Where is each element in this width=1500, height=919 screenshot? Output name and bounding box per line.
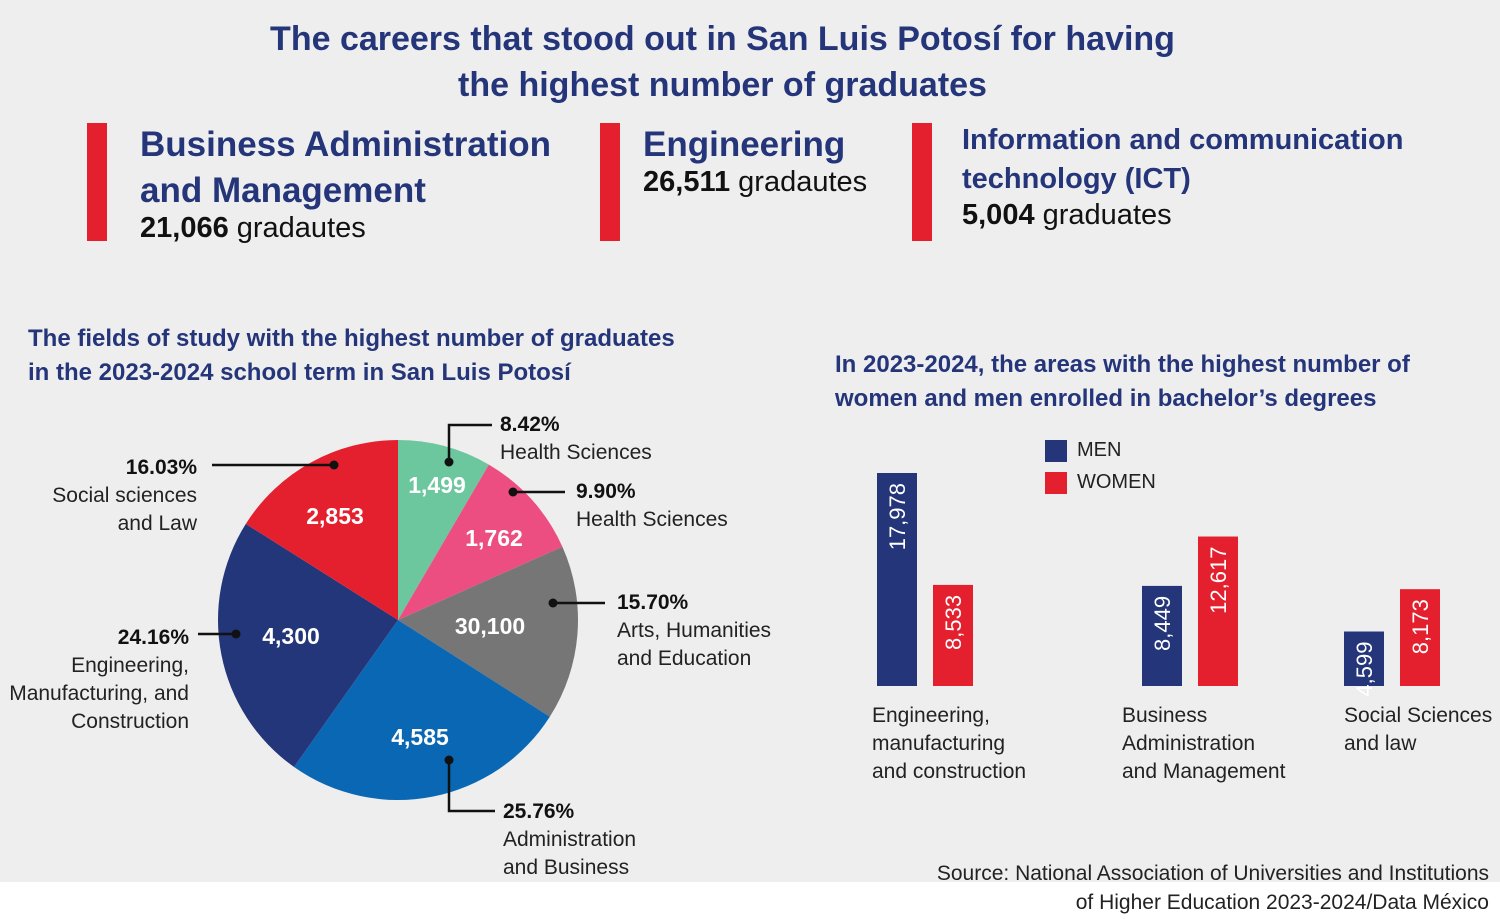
leader-dot [508, 487, 518, 497]
pie-slice-arts [398, 546, 578, 717]
career-accent-bar [600, 123, 620, 241]
pie-category-social-line1: Social sciences [52, 484, 197, 507]
pie-label-administration: 25.76% Administration and Business [503, 798, 636, 882]
pie-percent-arts: 15.70% [617, 591, 689, 614]
bar-value-business-men: 8,449 [1150, 596, 1175, 651]
bar-category-engineering-line1: Engineering, [872, 704, 990, 727]
pie-percent-social: 16.03% [125, 456, 197, 479]
legend-women-swatch [1045, 472, 1067, 494]
leader-dot [444, 755, 454, 765]
pie-label-social: 16.03% Social sciences and Law [0, 454, 197, 538]
bar-social-men [1344, 631, 1384, 686]
pie-title-line2: in the 2023-2024 school term in San Luis… [28, 359, 571, 386]
leader-dot [231, 629, 241, 639]
pie-slice-engineering [217, 523, 398, 767]
career-ict-name-line2: technology (ICT) [962, 163, 1191, 195]
pie-category-arts-line1: Arts, Humanities [617, 619, 772, 642]
bar-business-women [1198, 536, 1238, 686]
source-line2: of Higher Education 2023-2024/Data Méxic… [1075, 891, 1489, 914]
legend-women-label: WOMEN [1077, 471, 1156, 493]
bar-value-social-men: 4,599 [1352, 642, 1377, 697]
legend-men-label: MEN [1077, 439, 1122, 461]
bar-category-engineering: Engineering, manufacturing and construct… [872, 702, 1026, 786]
pie-slice-health-pink [398, 464, 563, 620]
pie-value-health-pink: 1,762 [465, 525, 523, 551]
infographic-canvas: The careers that stood out in San Luis P… [0, 0, 1500, 882]
leader-line-administration [447, 760, 495, 813]
bar-category-engineering-line3: and construction [872, 760, 1027, 783]
pie-slice-social [245, 440, 398, 620]
pie-label-health-green: 8.42% Health Sciences [500, 411, 652, 467]
bar-social-women [1400, 589, 1440, 686]
pie-chart: 1,499 1,762 30,100 4,585 4,300 2,853 [198, 423, 605, 813]
bar-engineering-women [933, 584, 973, 686]
pie-label-arts: 15.70% Arts, Humanities and Education [617, 589, 771, 673]
pie-slice-health-green [398, 440, 489, 620]
bar-value-social-women: 8,173 [1408, 599, 1433, 654]
pie-percent-health-green: 8.42% [500, 413, 560, 436]
pie-category-engineering-line2: Manufacturing, and [9, 682, 189, 705]
pie-percent-administration: 25.76% [503, 800, 575, 823]
career-engineering-name: Engineering [643, 125, 846, 164]
bar-title-line1: In 2023-2024, the areas with the highest… [835, 351, 1410, 378]
main-title-line2: the highest number of graduates [458, 66, 987, 104]
bar-business-men [1142, 585, 1182, 686]
career-business-count: 21,066 [140, 212, 229, 244]
pie-category-administration-line2: and Business [503, 856, 630, 879]
pie-value-engineering: 4,300 [262, 623, 320, 649]
source-note: Source: National Association of Universi… [937, 859, 1489, 917]
bar-value-business-women: 12,617 [1206, 547, 1231, 614]
pie-title-line1: The fields of study with the highest num… [28, 325, 675, 352]
pie-value-health-green: 1,499 [408, 472, 466, 498]
bar-category-business-line3: and Management [1122, 760, 1286, 783]
bar-value-engineering-men: 17,978 [885, 483, 910, 550]
pie-category-arts-line2: and Education [617, 647, 752, 670]
career-ict-count: 5,004 [962, 199, 1035, 231]
bar-engineering-men [877, 473, 917, 686]
pie-percent-health-pink: 9.90% [576, 480, 636, 503]
bar-value-engineering-women: 8,533 [941, 595, 966, 650]
pie-label-health-pink: 9.90% Health Sciences [576, 478, 728, 534]
bar-category-social: Social Sciences and law [1344, 702, 1492, 758]
bar-chart: 17,978 8,449 4,599 8,533 12,617 8,173 [877, 473, 1440, 697]
career-business-unit: gradautes [236, 212, 366, 244]
career-business-count-line: 21,066 gradautes [140, 212, 366, 245]
career-ict-unit: graduates [1042, 199, 1172, 231]
pie-value-administration: 4,585 [391, 724, 449, 750]
pie-value-arts: 30,100 [455, 613, 525, 639]
bar-category-business: Business Administration and Management [1122, 702, 1285, 786]
pie-category-engineering-line3: Construction [71, 710, 189, 733]
career-accent-bar [87, 123, 107, 241]
career-engineering-count: 26,511 [643, 166, 731, 198]
bar-category-social-line1: Social Sciences [1344, 704, 1493, 727]
bar-title-line2: women and men enrolled in bachelor’s deg… [835, 385, 1377, 412]
leader-dot [444, 457, 454, 467]
pie-category-administration-line1: Administration [503, 828, 637, 851]
career-accent-bar [912, 123, 932, 241]
pie-value-social: 2,853 [306, 503, 364, 529]
career-ict-name-line1: Information and communication [962, 124, 1404, 156]
bar-category-business-line2: Administration [1122, 732, 1256, 755]
career-ict-count-line: 5,004 graduates [962, 199, 1172, 232]
career-business-name-line1: Business Administration [140, 125, 551, 164]
pie-category-engineering-line1: Engineering, [71, 654, 189, 677]
legend-men-swatch [1045, 440, 1067, 462]
career-engineering-unit: gradautes [738, 166, 868, 198]
source-line1: Source: National Association of Universi… [936, 862, 1489, 885]
leader-dot [329, 460, 339, 470]
leader-line-health-green [447, 423, 492, 462]
bar-category-social-line2: and law [1344, 732, 1417, 755]
bar-category-business-line1: Business [1122, 704, 1208, 727]
pie-slice-administration [294, 620, 550, 800]
career-engineering-count-line: 26,511 gradautes [643, 166, 867, 199]
pie-label-engineering: 24.16% Engineering, Manufacturing, and C… [0, 624, 189, 736]
pie-percent-engineering: 24.16% [117, 626, 189, 649]
bar-category-engineering-line2: manufacturing [872, 732, 1006, 755]
pie-category-health-pink: Health Sciences [576, 508, 728, 531]
main-title-line1: The careers that stood out in San Luis P… [270, 20, 1175, 58]
pie-category-social-line2: and Law [117, 512, 197, 535]
career-business-name-line2: and Management [140, 171, 426, 210]
pie-category-health-green: Health Sciences [500, 441, 652, 464]
leader-dot [548, 598, 558, 608]
